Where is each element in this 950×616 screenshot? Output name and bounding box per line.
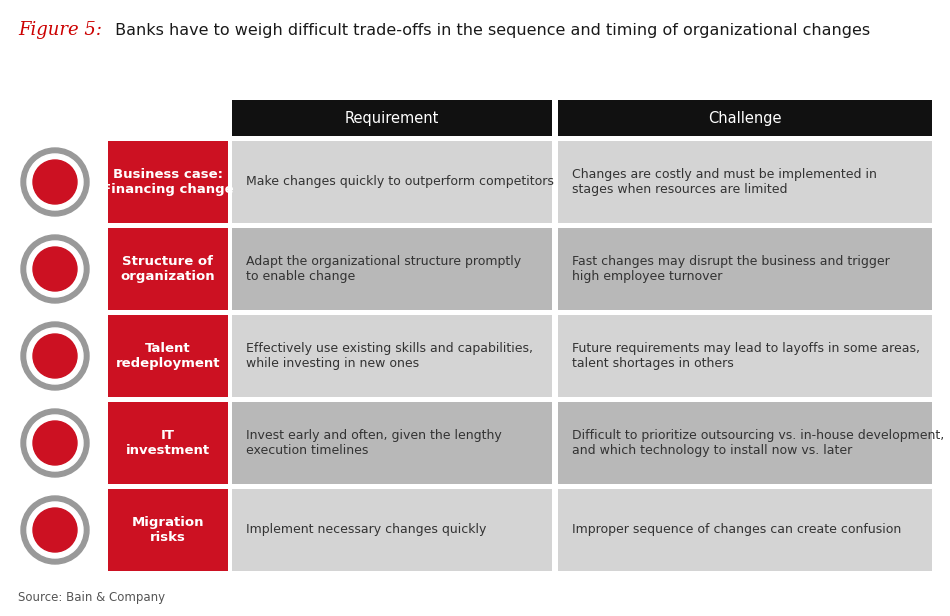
- FancyBboxPatch shape: [232, 402, 552, 484]
- Circle shape: [21, 409, 89, 477]
- Text: Banks have to weigh difficult trade-offs in the sequence and timing of organizat: Banks have to weigh difficult trade-offs…: [110, 23, 870, 38]
- Text: Make changes quickly to outperform competitors: Make changes quickly to outperform compe…: [246, 176, 554, 188]
- Circle shape: [21, 235, 89, 303]
- FancyBboxPatch shape: [108, 228, 228, 310]
- FancyBboxPatch shape: [232, 100, 552, 136]
- Text: Structure of
organization: Structure of organization: [121, 255, 216, 283]
- Circle shape: [27, 502, 83, 558]
- FancyBboxPatch shape: [232, 315, 552, 397]
- FancyBboxPatch shape: [232, 141, 552, 223]
- Circle shape: [33, 160, 77, 204]
- Text: Difficult to prioritize outsourcing vs. in-house development,
and which technolo: Difficult to prioritize outsourcing vs. …: [572, 429, 944, 457]
- FancyBboxPatch shape: [558, 402, 932, 484]
- Text: Changes are costly and must be implemented in
stages when resources are limited: Changes are costly and must be implement…: [572, 168, 877, 196]
- FancyBboxPatch shape: [108, 315, 228, 397]
- Circle shape: [27, 415, 83, 471]
- FancyBboxPatch shape: [558, 100, 932, 136]
- Circle shape: [27, 154, 83, 210]
- Text: Adapt the organizational structure promptly
to enable change: Adapt the organizational structure promp…: [246, 255, 522, 283]
- Text: Requirement: Requirement: [345, 110, 439, 126]
- Text: Implement necessary changes quickly: Implement necessary changes quickly: [246, 524, 486, 537]
- Text: Business case:
Financing change: Business case: Financing change: [103, 168, 234, 196]
- Text: Figure 5:: Figure 5:: [18, 21, 102, 39]
- Circle shape: [21, 496, 89, 564]
- Text: Source: Bain & Company: Source: Bain & Company: [18, 591, 165, 604]
- Text: Improper sequence of changes can create confusion: Improper sequence of changes can create …: [572, 524, 902, 537]
- Circle shape: [33, 334, 77, 378]
- FancyBboxPatch shape: [232, 228, 552, 310]
- Text: Effectively use existing skills and capabilities,
while investing in new ones: Effectively use existing skills and capa…: [246, 342, 533, 370]
- Text: Migration
risks: Migration risks: [132, 516, 204, 544]
- Circle shape: [27, 241, 83, 297]
- Circle shape: [33, 247, 77, 291]
- Text: Fast changes may disrupt the business and trigger
high employee turnover: Fast changes may disrupt the business an…: [572, 255, 890, 283]
- Text: Invest early and often, given the lengthy
execution timelines: Invest early and often, given the length…: [246, 429, 502, 457]
- Text: IT
investment: IT investment: [126, 429, 210, 457]
- Circle shape: [27, 328, 83, 384]
- FancyBboxPatch shape: [558, 141, 932, 223]
- Circle shape: [33, 508, 77, 552]
- FancyBboxPatch shape: [558, 228, 932, 310]
- Text: Challenge: Challenge: [709, 110, 782, 126]
- Circle shape: [33, 421, 77, 465]
- FancyBboxPatch shape: [558, 315, 932, 397]
- FancyBboxPatch shape: [108, 489, 228, 571]
- FancyBboxPatch shape: [558, 489, 932, 571]
- Circle shape: [21, 148, 89, 216]
- FancyBboxPatch shape: [108, 141, 228, 223]
- Text: Talent
redeployment: Talent redeployment: [116, 342, 220, 370]
- Circle shape: [21, 322, 89, 390]
- FancyBboxPatch shape: [232, 489, 552, 571]
- FancyBboxPatch shape: [108, 402, 228, 484]
- Text: Future requirements may lead to layoffs in some areas,
talent shortages in other: Future requirements may lead to layoffs …: [572, 342, 920, 370]
